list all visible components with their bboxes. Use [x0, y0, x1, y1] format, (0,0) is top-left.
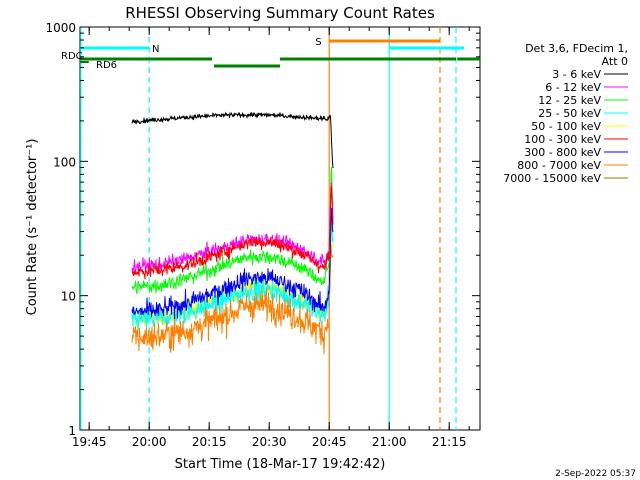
legend-entry-label: 800 - 7000 keV [517, 159, 601, 172]
legend-entry-label: 100 - 300 keV [524, 133, 601, 146]
event-vertical-lines [80, 27, 457, 430]
y-tick-label: 1000 [45, 21, 76, 35]
legend-header-line-2: Att 0 [602, 55, 628, 68]
y-tick-label: 10 [61, 290, 76, 304]
rd-label-rdc: RDC [61, 51, 83, 62]
plot-frame [79, 26, 481, 431]
flag-S-label: S [315, 37, 321, 48]
x-tick-label: 21:15 [432, 435, 467, 449]
x-tick-label: 20:30 [252, 435, 287, 449]
legend-entry-label: 7000 - 15000 keV [503, 172, 601, 185]
legend-header-line-1: Det 3,6, FDecim 1, [525, 42, 628, 55]
legend-entry-label: 12 - 25 keV [538, 94, 601, 107]
data-series [131, 111, 334, 355]
rd-label-rd6: RD6 [96, 60, 117, 71]
x-axis-label: Start Time (18-Mar-17 19:42:42) [175, 457, 386, 472]
series-line-100-300keV [131, 186, 334, 280]
x-tick-label: 20:00 [132, 435, 167, 449]
series-line-800-7000keV [131, 244, 334, 355]
legend-entry-label: 6 - 12 keV [545, 81, 601, 94]
chart-title: RHESSI Observing Summary Count Rates [125, 4, 435, 22]
flag-N-label: N [152, 44, 159, 55]
axes: 19:45 20:00 20:15 20:30 20:45 21:00 21:15 1 10 10… [45, 21, 480, 449]
y-tick-label: 1 [68, 424, 76, 438]
x-tick-label: 20:15 [192, 435, 227, 449]
y-axis-label: Count Rate (s⁻¹ detector⁻¹) [25, 139, 40, 316]
legend-entry-label: 300 - 800 keV [524, 146, 601, 159]
x-tick-label: 20:45 [312, 435, 347, 449]
series-line-300-800keV [131, 207, 334, 319]
series-line-3-6keV [131, 111, 334, 169]
legend-entry-label: 3 - 6 keV [552, 68, 601, 81]
x-tick-label: 21:00 [372, 435, 407, 449]
flag-bars: N S RDC RD6 [61, 37, 480, 71]
y-tick-label: 100 [53, 155, 76, 169]
timestamp-footer: 2-Sep-2022 05:37 [555, 469, 636, 479]
series-line-12-25keV [131, 167, 334, 295]
legend-entry-label: 50 - 100 keV [531, 120, 601, 133]
plot-border [79, 26, 481, 431]
x-tick-label: 19:45 [72, 435, 107, 449]
legend-entry-label: 25 - 50 keV [538, 107, 601, 120]
